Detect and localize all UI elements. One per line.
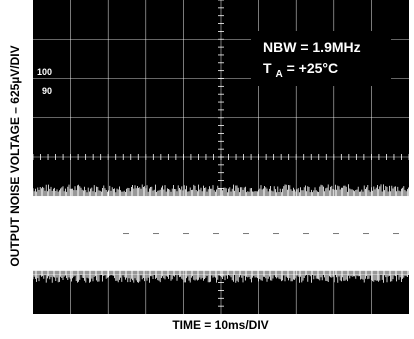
scope-markers: 100 90 10 0% bbox=[37, 67, 52, 253]
annotation-ta-value: = +25°C bbox=[287, 60, 339, 76]
noise-band bbox=[33, 196, 409, 271]
noise-spikes-bottom bbox=[33, 268, 409, 283]
marker-0: 0% bbox=[37, 243, 50, 253]
annotation-ta-prefix: T bbox=[263, 60, 272, 76]
marker-100: 100 bbox=[37, 67, 52, 77]
annotation-box: NBW = 1.9MHz T A = +25°C bbox=[251, 31, 391, 86]
annotation-nbw: NBW = 1.9MHz bbox=[263, 39, 361, 55]
annotation-ta-sub: A bbox=[275, 69, 282, 80]
annotation-ta: T A = +25°C bbox=[263, 60, 338, 80]
annotation-bg bbox=[251, 31, 391, 86]
x-axis-label: TIME = 10ms/DIV bbox=[172, 318, 269, 332]
marker-90: 90 bbox=[42, 86, 52, 96]
marker-10: 10 bbox=[42, 224, 52, 234]
noise-trace bbox=[33, 184, 409, 283]
y-axis-label-wrap: OUTPUT NOISE VOLTAGE – 625µV/DIV bbox=[0, 4, 30, 309]
noise-spikes-top bbox=[33, 184, 409, 199]
scope-display: 100 90 10 0% NBW = 1.9MHz T A = +25°C bbox=[33, 0, 409, 314]
y-axis-label: OUTPUT NOISE VOLTAGE – 625µV/DIV bbox=[8, 45, 22, 267]
